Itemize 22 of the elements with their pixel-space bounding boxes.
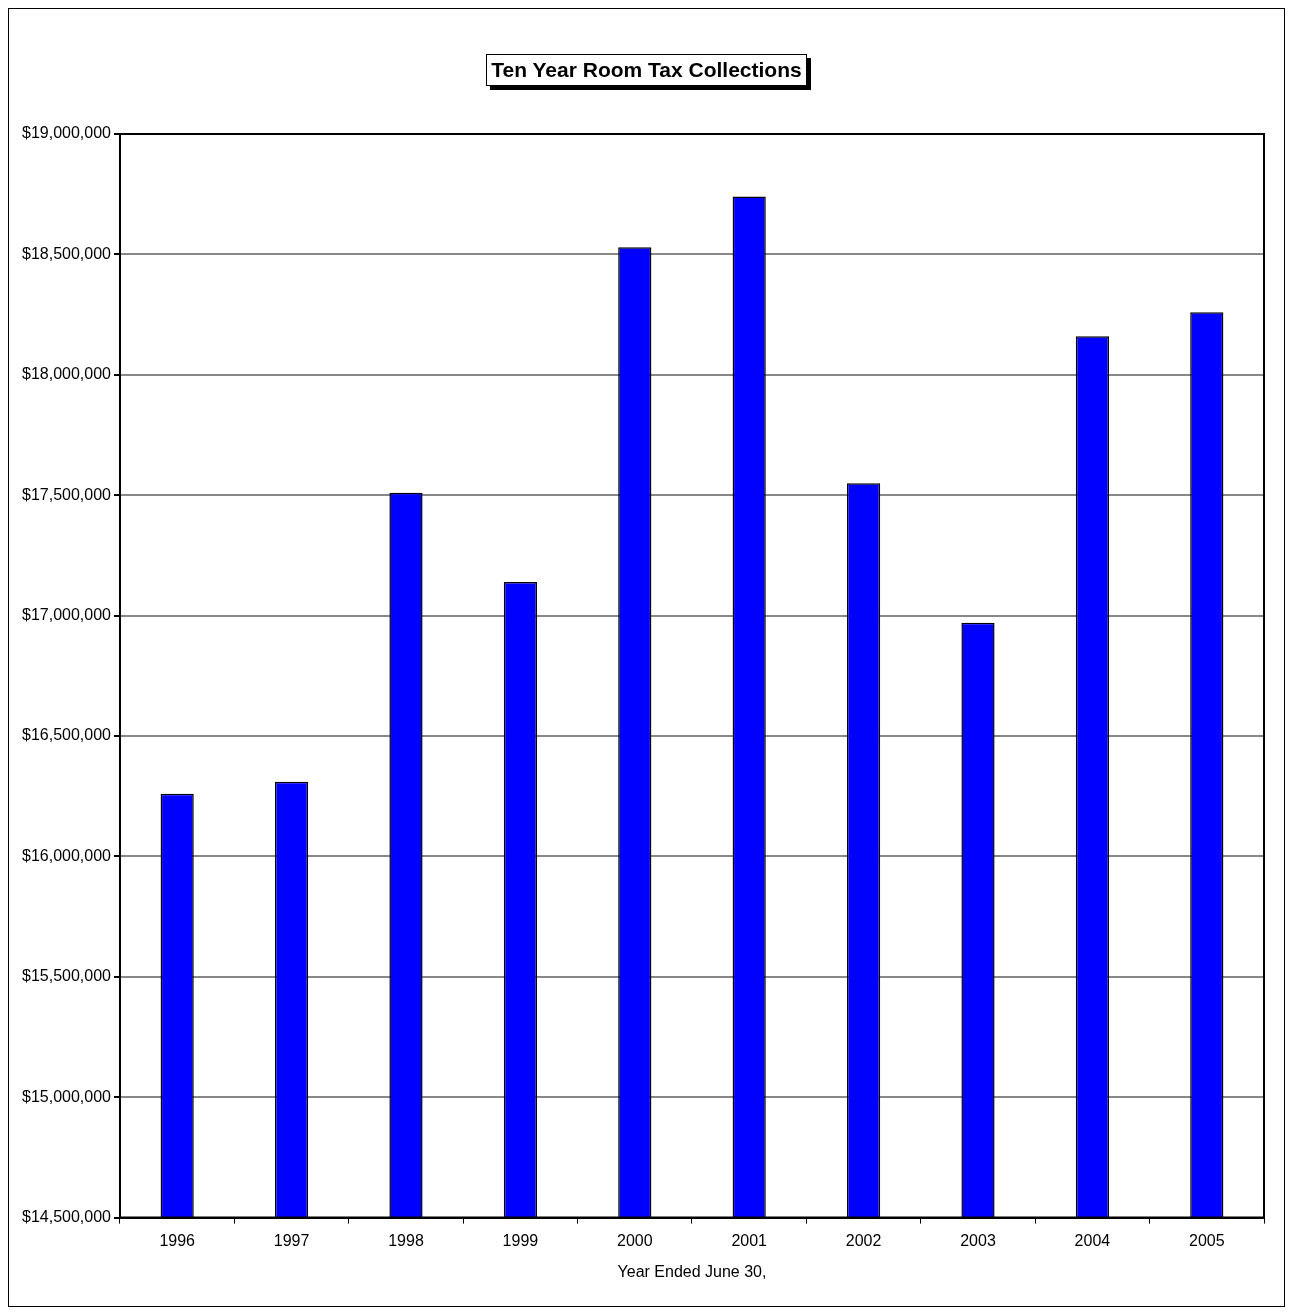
x-tick-label: 2004 [1074, 1231, 1111, 1249]
y-tick-label: $17,000,000 [21, 606, 112, 624]
y-tick-label: $15,000,000 [21, 1087, 112, 1105]
x-tick-label: 1997 [273, 1231, 310, 1249]
y-tick-label: $18,500,000 [21, 244, 112, 262]
x-tick-label: 1999 [502, 1231, 539, 1249]
x-axis-title: Year Ended June 30, [617, 1262, 767, 1280]
x-tick-label: 2005 [1189, 1231, 1225, 1249]
y-tick-label: $14,500,000 [21, 1208, 112, 1226]
chart-title: Ten Year Room Tax Collections [486, 54, 807, 86]
y-tick-label: $18,000,000 [21, 365, 112, 383]
x-tick-label: 2000 [616, 1231, 653, 1249]
x-tick-label: 1996 [159, 1231, 196, 1249]
x-tick-label: 1998 [388, 1231, 424, 1249]
y-tick-label: $17,500,000 [21, 485, 112, 503]
y-tick-label: $15,500,000 [21, 967, 112, 985]
y-tick-label: $19,000,000 [21, 124, 112, 142]
x-tick-label: 2001 [731, 1231, 768, 1249]
x-tick-label: 2003 [960, 1231, 996, 1249]
y-tick-label: $16,500,000 [21, 726, 112, 744]
y-tick-label: $16,000,000 [21, 846, 112, 864]
x-tick-label: 2002 [845, 1231, 882, 1249]
